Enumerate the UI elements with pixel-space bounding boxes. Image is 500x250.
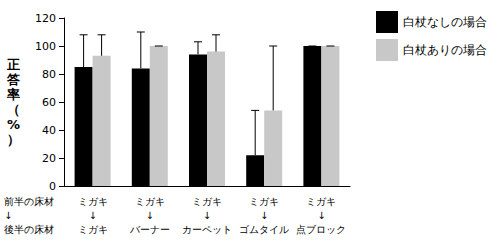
svg-text:↓: ↓ <box>88 210 96 221</box>
svg-text:120: 120 <box>35 12 56 25</box>
svg-text:）: ） <box>7 132 20 147</box>
svg-text:↓: ↓ <box>146 210 154 221</box>
svg-text:白杖ありの場合: 白杖ありの場合 <box>403 43 487 57</box>
svg-text:ゴムタイル: ゴムタイル <box>239 224 289 235</box>
svg-text:率: 率 <box>6 87 20 102</box>
svg-text:（: （ <box>7 102 20 117</box>
svg-text:ミガキ: ミガキ <box>78 224 108 235</box>
svg-text:0: 0 <box>49 180 56 193</box>
svg-text:前半の床材: 前半の床材 <box>4 196 54 207</box>
svg-text:答: 答 <box>6 72 20 87</box>
svg-text:白杖なしの場合: 白杖なしの場合 <box>403 15 487 29</box>
svg-text:正: 正 <box>6 57 20 72</box>
svg-text:カーペット: カーペット <box>182 224 232 235</box>
svg-text:60: 60 <box>42 96 56 109</box>
svg-text:バーナー: バーナー <box>129 224 170 235</box>
svg-text:20: 20 <box>42 152 56 165</box>
svg-text:80: 80 <box>42 68 56 81</box>
svg-text:40: 40 <box>42 124 56 137</box>
svg-text:↓: ↓ <box>4 210 12 221</box>
svg-text:ミガキ: ミガキ <box>78 196 108 207</box>
svg-text:ミガキ: ミガキ <box>192 196 222 207</box>
svg-text:%: % <box>7 117 20 132</box>
svg-text:↓: ↓ <box>203 210 211 221</box>
svg-text:ミガキ: ミガキ <box>135 196 165 207</box>
svg-text:ミガキ: ミガキ <box>306 196 336 207</box>
svg-text:100: 100 <box>35 40 56 53</box>
svg-text:後半の床材: 後半の床材 <box>4 224 54 235</box>
svg-text:↓: ↓ <box>317 210 325 221</box>
svg-text:点ブロック: 点ブロック <box>296 224 346 235</box>
svg-text:↓: ↓ <box>260 210 268 221</box>
svg-text:ミガキ: ミガキ <box>249 196 279 207</box>
